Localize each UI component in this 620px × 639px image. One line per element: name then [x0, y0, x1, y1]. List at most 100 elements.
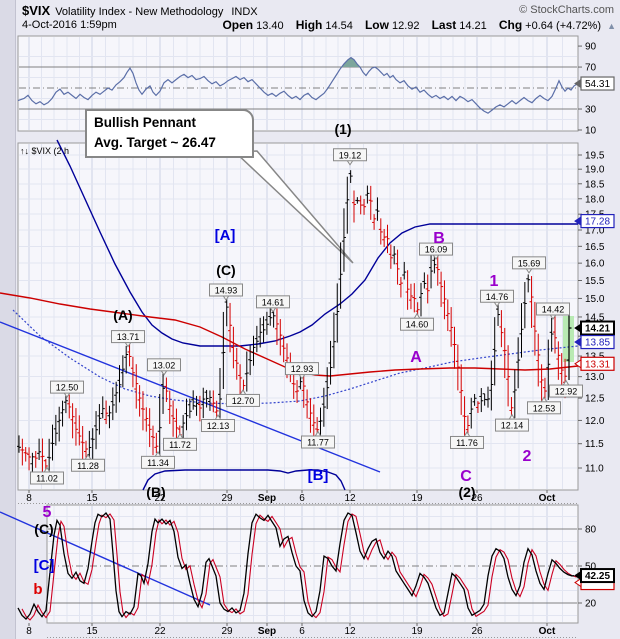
svg-text:80: 80: [585, 525, 597, 536]
svg-text:70: 70: [585, 63, 597, 74]
svg-text:(2): (2): [458, 484, 475, 500]
annotation-line2: Avg. Target ~ 26.47: [94, 134, 216, 150]
svg-text:12.53: 12.53: [533, 403, 556, 413]
svg-text:12.14: 12.14: [501, 421, 524, 431]
svg-text:42.25: 42.25: [585, 571, 610, 582]
date-time: 4-Oct-2016 1:59pm: [22, 19, 117, 31]
svg-text:(1): (1): [334, 121, 351, 137]
copyright: © StockCharts.com: [519, 4, 614, 16]
last-label: Last: [431, 18, 457, 32]
svg-text:12: 12: [344, 626, 356, 637]
stoch-x-axis: 8 15 22 29 Sep 6 12 19 26 Oct: [26, 623, 578, 638]
symbol: $VIX: [22, 3, 51, 18]
svg-text:22: 22: [154, 493, 166, 504]
left-margin-strip: [0, 0, 16, 639]
svg-text:(B): (B): [146, 484, 165, 500]
svg-text:14.93: 14.93: [215, 285, 238, 295]
svg-text:16.0: 16.0: [585, 259, 605, 270]
svg-text:14.60: 14.60: [406, 320, 429, 330]
svg-text:6: 6: [299, 626, 305, 637]
annotation-callout: Bullish Pennant Avg. Target ~ 26.47: [85, 109, 254, 159]
svg-text:Sep: Sep: [258, 626, 276, 637]
svg-text:19.0: 19.0: [585, 165, 605, 176]
svg-text:11.0: 11.0: [585, 463, 604, 474]
svg-text:15: 15: [86, 626, 98, 637]
last-value: 14.21: [459, 20, 487, 32]
svg-text:13.0: 13.0: [585, 372, 605, 383]
high-value: 14.54: [325, 20, 353, 32]
svg-text:15.0: 15.0: [585, 294, 605, 305]
svg-text:12.5: 12.5: [585, 394, 605, 405]
svg-text:(C): (C): [216, 262, 235, 278]
open-label: Open: [222, 18, 254, 32]
price-candlesticks: [17, 170, 572, 481]
svg-text:Sep: Sep: [258, 493, 276, 504]
svg-text:B: B: [433, 230, 445, 247]
svg-text:11.77: 11.77: [307, 438, 329, 448]
stoch-trendline: [0, 511, 211, 606]
annotation-line1: Bullish Pennant: [94, 115, 197, 130]
svg-text:17.28: 17.28: [585, 217, 610, 228]
svg-text:15.5: 15.5: [585, 276, 605, 287]
stoch-axis: 80 50 20 42.25: [574, 525, 615, 609]
open-value: 13.40: [256, 20, 284, 32]
svg-text:29: 29: [221, 626, 233, 637]
svg-text:A: A: [410, 349, 422, 366]
svg-text:[B]: [B]: [308, 467, 329, 484]
price-panel: [0, 139, 579, 491]
svg-text:29: 29: [221, 493, 233, 504]
svg-text:Oct: Oct: [539, 493, 556, 504]
svg-text:26: 26: [471, 493, 483, 504]
low-value: 12.92: [391, 20, 420, 32]
svg-text:14.5: 14.5: [585, 312, 605, 323]
svg-text:12: 12: [344, 493, 356, 504]
svg-text:54.31: 54.31: [585, 79, 610, 90]
svg-text:13.71: 13.71: [117, 332, 140, 342]
high-label: High: [295, 18, 323, 32]
svg-text:19: 19: [411, 626, 423, 637]
svg-text:5: 5: [43, 504, 52, 521]
low-label: Low: [364, 18, 389, 32]
svg-text:8: 8: [26, 626, 32, 637]
svg-text:[A]: [A]: [215, 227, 236, 244]
svg-text:12.93: 12.93: [291, 364, 314, 374]
svg-text:11.72: 11.72: [169, 440, 191, 450]
exchange: INDX: [231, 6, 258, 18]
top-panel-axis: 90 70 30 10 54.31: [574, 42, 615, 137]
price-axis: 19.519.018.518.017.517.016.516.015.515.0…: [574, 151, 615, 474]
svg-text:90: 90: [585, 42, 597, 53]
chg-label: Chg: [498, 18, 523, 32]
svg-text:13.85: 13.85: [585, 338, 610, 349]
svg-text:22: 22: [154, 626, 166, 637]
stochastic-panel: [0, 504, 579, 624]
svg-text:14.42: 14.42: [542, 304, 565, 314]
svg-text:b: b: [33, 581, 42, 598]
svg-text:18.5: 18.5: [585, 179, 605, 190]
svg-text:11.76: 11.76: [456, 438, 478, 448]
svg-text:19.5: 19.5: [585, 151, 605, 162]
svg-text:11.34: 11.34: [147, 458, 169, 468]
svg-text:2: 2: [523, 448, 532, 465]
price-x-axis: 8 15 22 29 Sep 6 12 19 26 Oct: [18, 490, 578, 504]
svg-text:8: 8: [26, 493, 32, 504]
svg-text:13.31: 13.31: [585, 359, 610, 370]
svg-text:13.02: 13.02: [153, 360, 176, 370]
chart-header: $VIX Volatility Index - New Methodology IN…: [16, 0, 620, 36]
chg-value: +0.64 (+4.72%): [525, 20, 602, 32]
svg-text:6: 6: [299, 493, 305, 504]
svg-text:15: 15: [86, 493, 98, 504]
chart-timeframe-label: ↑↓ $VIX (2 h: [20, 146, 70, 156]
svg-text:17.0: 17.0: [585, 226, 605, 237]
index-name: Volatility Index - New Methodology: [55, 6, 224, 18]
wave-labels: (1) (C) (A) (B) (2) B 1 A C 2 [A] [B]: [113, 121, 531, 500]
svg-text:16.09: 16.09: [425, 245, 448, 255]
svg-text:1: 1: [490, 273, 499, 290]
svg-text:11.5: 11.5: [585, 439, 604, 450]
oscillator-line: [17, 56, 579, 114]
svg-text:12.70: 12.70: [232, 396, 255, 406]
svg-text:15.69: 15.69: [518, 258, 541, 268]
svg-text:18.0: 18.0: [585, 194, 605, 205]
svg-text:14.21: 14.21: [585, 324, 610, 335]
long-ma-navy: [56, 139, 578, 347]
